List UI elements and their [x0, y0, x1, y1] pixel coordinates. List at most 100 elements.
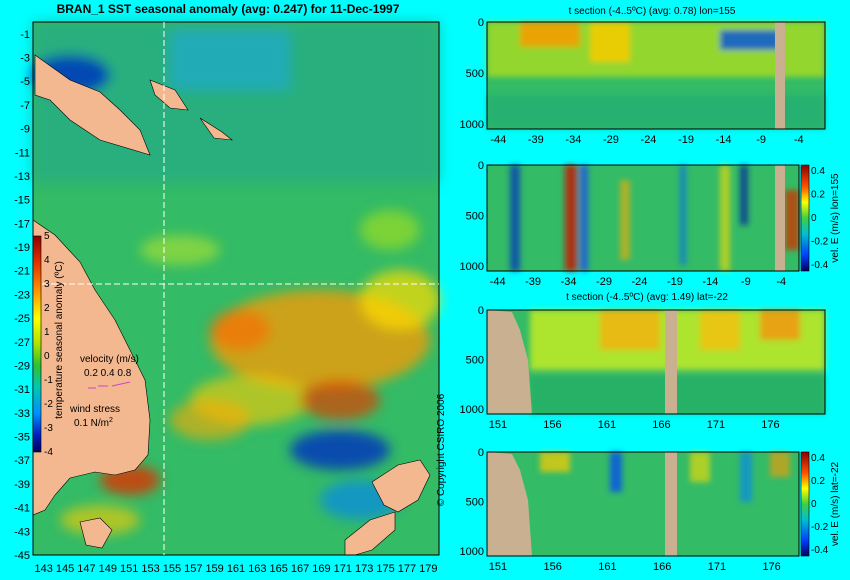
colorbar-tick-label: -4 — [44, 447, 53, 458]
map-panel: BRAN_1 SST seasonal anomaly (avg: 0.247)… — [14, 2, 447, 575]
map-field — [30, 21, 440, 556]
copyright: © Copyright CSIRO 2006 — [436, 393, 447, 506]
section-x-tick-label: -19 — [667, 276, 683, 288]
map-y-tick-label: -25 — [14, 313, 30, 325]
velocity-arrows — [88, 381, 131, 389]
map-x-tick-label: 177 — [398, 563, 416, 575]
t-section-lat-22: t section (-4..5ºC) (avg: 1.49) lat=-22 — [486, 292, 826, 415]
vsec1-colorbar-label: vel. E (m/s) lon=155 — [830, 173, 841, 263]
section-x-tick-label: -14 — [716, 134, 732, 146]
land — [32, 54, 431, 556]
section-x-tick-label: -39 — [525, 276, 541, 288]
wind-label: wind stress — [69, 404, 120, 415]
section-x-tick-label: -24 — [632, 276, 648, 288]
vel-colorbar-tick-label: 0 — [811, 499, 817, 510]
section-x-tick-label: 171 — [707, 419, 725, 431]
section-x-tick-label: -39 — [528, 134, 544, 146]
vel-section-lon155: vel. E (m/s) lon=155 — [486, 164, 841, 272]
map-y-tick-label: -37 — [14, 455, 30, 467]
section-x-tick-label: -19 — [678, 134, 694, 146]
section-x-tick-label: -34 — [561, 276, 577, 288]
map-y-tick-label: -21 — [14, 266, 30, 278]
vsec2-colorbar-label: vel. E (m/s) lat=-22 — [830, 461, 841, 546]
section-x-tick-label: 176 — [761, 419, 779, 431]
map-x-tick-label: 167 — [291, 563, 309, 575]
section-y-tick-label: 500 — [466, 68, 484, 80]
map-x-tick-label: 175 — [376, 563, 394, 575]
section-x-tick-label: -29 — [603, 134, 619, 146]
vel-colorbar-tick-label: 0.2 — [811, 189, 825, 200]
section-x-tick-label: -24 — [641, 134, 657, 146]
map-x-tick-label: 151 — [120, 563, 138, 575]
map-y-tick-label: -31 — [14, 384, 30, 396]
map-x-tick-label: 161 — [227, 563, 245, 575]
section-x-tick-label: -29 — [596, 276, 612, 288]
map-y-tick-label: -45 — [14, 550, 30, 562]
map-y-tick-label: -17 — [14, 218, 30, 230]
section-y-tick-label: 1000 — [460, 261, 484, 273]
section-y-tick-label: 1000 — [460, 119, 484, 131]
tsec2-title: t section (-4..5ºC) (avg: 1.49) lat=-22 — [566, 292, 728, 303]
map-y-tick-label: -1 — [20, 29, 30, 41]
map-x-tick-label: 173 — [355, 563, 373, 575]
vel-colorbar-tick-label: 0 — [811, 213, 817, 224]
section-y-tick-label: 500 — [466, 210, 484, 222]
map-y-tick-label: -29 — [14, 360, 30, 372]
colorbar-tick-label: -1 — [44, 375, 53, 386]
map-y-tick-label: -13 — [14, 171, 30, 183]
section-x-tick-label: 156 — [544, 561, 562, 573]
section-x-tick-label: -9 — [756, 134, 766, 146]
map-x-tick-label: 169 — [312, 563, 330, 575]
map-legend: velocity (m/s) 0.2 0.4 0.8 wind stress 0… — [69, 354, 139, 429]
section-x-tick-label: 151 — [489, 419, 507, 431]
map-x-tick-label: 155 — [163, 563, 181, 575]
vel-colorbar-tick-label: 0.2 — [811, 476, 825, 487]
map-y-tick-label: -27 — [14, 337, 30, 349]
wind-value: 0.1 N/m2 — [74, 417, 113, 429]
velocity-label: velocity (m/s) — [80, 354, 139, 365]
map-x-tick-label: 149 — [99, 563, 117, 575]
section-x-tick-label: 151 — [489, 561, 507, 573]
section-x-tick-label: 171 — [708, 561, 726, 573]
map-y-tick-label: -43 — [14, 526, 30, 538]
velocity-values: 0.2 0.4 0.8 — [84, 368, 132, 379]
tsec1-title: t section (-4..5ºC) (avg: 0.78) lon=155 — [569, 6, 736, 17]
section-y-tick-label: 500 — [466, 497, 484, 509]
map-y-tick-label: -41 — [14, 503, 30, 515]
vel-colorbar-tick-label: -0.2 — [811, 237, 829, 248]
section-x-tick-label: -4 — [794, 134, 804, 146]
map-y-tick-label: -15 — [14, 195, 30, 207]
map-y-tick-label: -5 — [20, 76, 30, 88]
section-x-tick-label: -14 — [702, 276, 718, 288]
map-x-tick-label: 143 — [35, 563, 53, 575]
section-x-tick-label: 176 — [762, 561, 780, 573]
section-y-tick-label: 500 — [466, 355, 484, 367]
map-x-tick-label: 147 — [77, 563, 95, 575]
section-x-tick-label: 156 — [543, 419, 561, 431]
map-x-tick-label: 157 — [184, 563, 202, 575]
section-y-tick-label: 0 — [478, 17, 484, 29]
section-y-tick-label: 0 — [478, 447, 484, 459]
section-x-tick-label: -44 — [490, 276, 506, 288]
vel-colorbar-tick-label: 0.4 — [811, 453, 825, 464]
map-x-tick-label: 163 — [248, 563, 266, 575]
vel-colorbar-tick-label: 0.4 — [811, 166, 825, 177]
section-x-tick-label: -4 — [776, 276, 786, 288]
map-title: BRAN_1 SST seasonal anomaly (avg: 0.247)… — [57, 2, 400, 16]
map-x-tick-label: 145 — [56, 563, 74, 575]
section-y-tick-label: 0 — [478, 305, 484, 317]
colorbar-label: temperature seasonal anomaly (ºC) — [54, 261, 65, 419]
colorbar-tick-label: -3 — [44, 423, 53, 434]
map-y-tick-label: -35 — [14, 432, 30, 444]
section-x-tick-label: 166 — [653, 561, 671, 573]
section-x-tick-label: -34 — [565, 134, 581, 146]
section-x-tick-label: 166 — [652, 419, 670, 431]
map-x-tick-label: 179 — [419, 563, 437, 575]
colorbar-tick-label: 2 — [44, 303, 50, 314]
t-section-lon155: t section (-4..5ºC) (avg: 0.78) lon=155 — [486, 6, 826, 130]
section-y-tick-label: 1000 — [460, 404, 484, 416]
map-y-tick-label: -11 — [15, 147, 30, 159]
map-x-tick-label: 171 — [334, 563, 352, 575]
section-y-tick-label: 1000 — [460, 546, 484, 558]
